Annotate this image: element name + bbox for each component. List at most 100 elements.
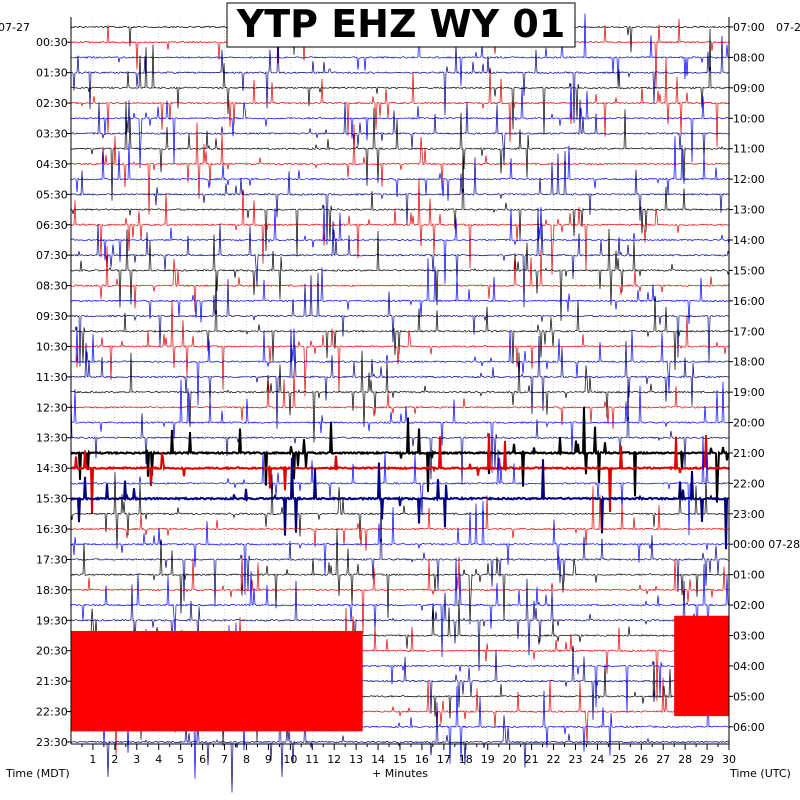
- x-tick-label: 9: [265, 753, 272, 766]
- left-time-label: 09:30: [36, 310, 68, 323]
- date-right-label: 07-28: [776, 21, 800, 34]
- title-box: [226, 2, 576, 48]
- x-tick-label: 16: [415, 753, 429, 766]
- trace-row: [70, 379, 730, 474]
- left-time-label: 06:30: [36, 219, 68, 232]
- trace-row: [70, 555, 730, 634]
- right-time-label: 22:00: [733, 477, 765, 490]
- right-time-label: 14:00: [733, 234, 765, 247]
- left-time-label: 23:30: [36, 736, 68, 749]
- right-time-label: 20:00: [733, 417, 765, 430]
- x-tick-label: 3: [133, 753, 140, 766]
- trace-row: [70, 500, 730, 607]
- x-tick-label: 7: [221, 753, 228, 766]
- x-tick-label: 6: [199, 753, 206, 766]
- x-tick-label: 10: [283, 753, 297, 766]
- left-time-label: 00:30: [36, 36, 68, 49]
- trace-row: [70, 207, 730, 308]
- trace-row: [70, 457, 730, 550]
- x-tick-label: 20: [503, 753, 517, 766]
- right-time-label: 23:00: [733, 508, 765, 521]
- x-axis-label: + Minutes: [372, 767, 428, 780]
- right-time-label: 15:00: [733, 264, 765, 277]
- left-time-label: 16:30: [36, 523, 68, 536]
- left-time-label: 08:30: [36, 280, 68, 293]
- x-tick-label: 18: [459, 753, 473, 766]
- left-time-label: 18:30: [36, 584, 68, 597]
- right-time-label: 01:00: [733, 569, 765, 582]
- x-tick-label: 13: [349, 753, 363, 766]
- right-time-label: 18:00: [733, 356, 765, 369]
- right-time-label: 21:00: [733, 447, 765, 460]
- trace-row: [70, 528, 730, 625]
- right-time-label: 10:00: [733, 112, 765, 125]
- right-time-label: 03:00: [733, 630, 765, 643]
- right-time-label: 12:00: [733, 173, 765, 186]
- trace-row: [70, 472, 730, 549]
- trace-row: [70, 150, 730, 257]
- right-time-label: 04:00: [733, 660, 765, 673]
- trace-row: [70, 101, 730, 201]
- x-tick-label: 4: [155, 753, 162, 766]
- left-time-label: 02:30: [36, 97, 68, 110]
- trace-row: [70, 578, 730, 671]
- trace-row: [70, 700, 730, 793]
- x-tick-label: 8: [243, 753, 250, 766]
- x-tick-label: 22: [547, 753, 561, 766]
- x-tick-label: 21: [525, 753, 539, 766]
- left-time-label: 11:30: [36, 371, 68, 384]
- x-tick-label: 1: [89, 753, 96, 766]
- trace-row: [70, 150, 730, 245]
- date-left-label: 07-27: [0, 21, 30, 34]
- x-tick-label: 15: [393, 753, 407, 766]
- x-tick-label: 11: [305, 753, 319, 766]
- left-time-label: 20:30: [36, 645, 68, 658]
- trace-row: [70, 378, 730, 485]
- x-tick-label: 23: [568, 753, 582, 766]
- trace-row: [70, 406, 730, 503]
- x-tick-label: 28: [678, 753, 692, 766]
- axes-layer: 00:30 01:30 02:30 03:30 04:30 05:30 06:30 07:30…: [36, 17, 800, 766]
- x-tick-label: 19: [481, 753, 495, 766]
- left-axis-label: Time (MDT): [5, 767, 70, 780]
- right-time-label: 19:00: [733, 386, 765, 399]
- left-time-label: 10:30: [36, 340, 68, 353]
- x-tick-label: 27: [656, 753, 670, 766]
- trace-row: [70, 122, 730, 215]
- x-tick-label: 25: [612, 753, 626, 766]
- trace-row: [70, 56, 730, 147]
- trace-row: [70, 557, 730, 658]
- x-tick-label: 17: [437, 753, 451, 766]
- saturated-block: [674, 615, 729, 717]
- trace-row: [70, 205, 730, 284]
- x-tick-label: 14: [371, 753, 385, 766]
- saturated-block: [71, 630, 363, 732]
- trace-row: [70, 486, 730, 551]
- right-time-label: 17:00: [733, 325, 765, 338]
- x-tick-label: 2: [111, 753, 118, 766]
- right-time-label: 07:00: [733, 21, 765, 34]
- x-tick-label: 26: [634, 753, 648, 766]
- trace-row: [70, 300, 730, 397]
- trace-row: [70, 435, 730, 536]
- left-time-label: 13:30: [36, 432, 68, 445]
- left-time-label: 01:30: [36, 67, 68, 80]
- left-time-label: 17:30: [36, 553, 68, 566]
- trace-row: [70, 28, 730, 135]
- left-time-label: 12:30: [36, 401, 68, 414]
- right-time-label: 00:00 07-28: [733, 538, 800, 551]
- chart-title: YTP EHZ WY 01: [236, 2, 566, 46]
- saturation-layer: [71, 615, 729, 732]
- right-time-label: 08:00: [733, 51, 765, 64]
- left-time-label: 03:30: [36, 127, 68, 140]
- right-axis-label: Time (UTC): [729, 767, 791, 780]
- x-tick-label: 30: [722, 753, 736, 766]
- left-time-label: 04:30: [36, 158, 68, 171]
- right-time-label: 16:00: [733, 295, 765, 308]
- trace-row: [70, 272, 730, 371]
- right-time-label: 11:00: [733, 143, 765, 156]
- trace-row: [70, 83, 730, 169]
- trace-row: [71, 272, 730, 367]
- x-tick-label: 5: [177, 753, 184, 766]
